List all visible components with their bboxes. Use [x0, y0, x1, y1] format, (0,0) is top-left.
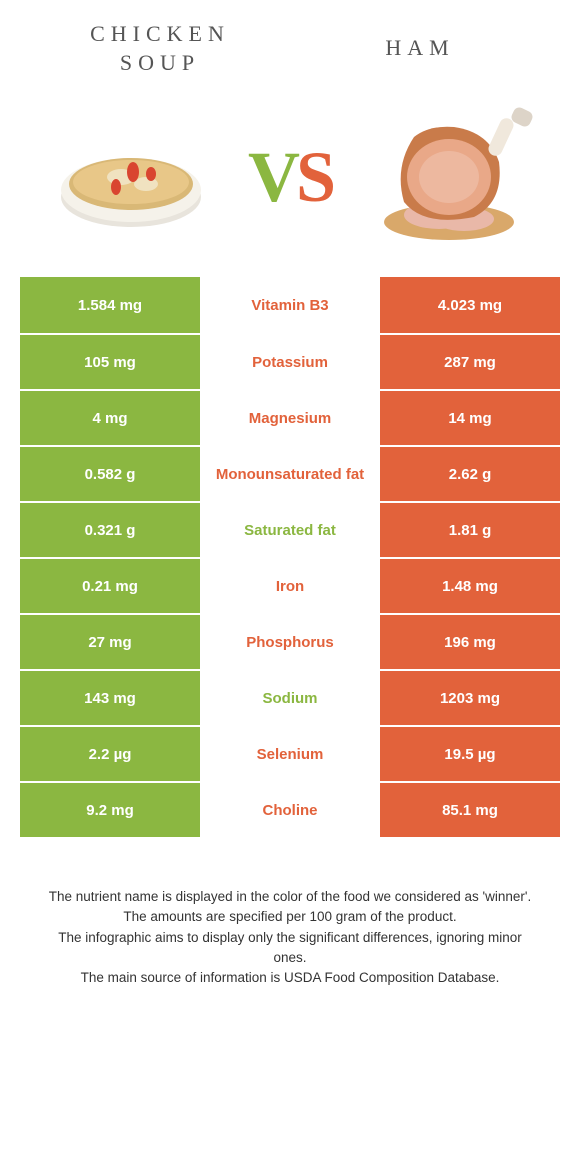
- right-value: 4.023 mg: [380, 277, 560, 333]
- comparison-table: 1.584 mgVitamin B34.023 mg105 mgPotassiu…: [20, 277, 560, 837]
- left-value: 0.21 mg: [20, 559, 200, 613]
- nutrient-label: Monounsaturated fat: [200, 447, 380, 501]
- right-food-title: HAM: [290, 20, 550, 63]
- footer-line: The infographic aims to display only the…: [40, 928, 540, 969]
- left-value: 4 mg: [20, 391, 200, 445]
- right-value: 1203 mg: [380, 671, 560, 725]
- nutrient-label: Sodium: [200, 671, 380, 725]
- table-row: 2.2 µgSelenium19.5 µg: [20, 725, 560, 781]
- nutrient-label: Selenium: [200, 727, 380, 781]
- footer-line: The amounts are specified per 100 gram o…: [40, 907, 540, 927]
- table-row: 1.584 mgVitamin B34.023 mg: [20, 277, 560, 333]
- vs-s: S: [296, 137, 332, 217]
- title-text: HAM: [385, 35, 454, 60]
- table-row: 27 mgPhosphorus196 mg: [20, 613, 560, 669]
- nutrient-label: Saturated fat: [200, 503, 380, 557]
- left-food-title: CHICKEN SOUP: [30, 20, 290, 77]
- right-value: 19.5 µg: [380, 727, 560, 781]
- title-text: SOUP: [120, 50, 200, 75]
- chicken-soup-image: [46, 107, 216, 247]
- table-row: 105 mgPotassium287 mg: [20, 333, 560, 389]
- right-value: 1.81 g: [380, 503, 560, 557]
- footer-notes: The nutrient name is displayed in the co…: [0, 837, 580, 988]
- left-value: 2.2 µg: [20, 727, 200, 781]
- images-row: VS: [0, 87, 580, 277]
- left-value: 9.2 mg: [20, 783, 200, 837]
- left-value: 0.582 g: [20, 447, 200, 501]
- left-value: 0.321 g: [20, 503, 200, 557]
- footer-line: The main source of information is USDA F…: [40, 968, 540, 988]
- nutrient-label: Phosphorus: [200, 615, 380, 669]
- left-value: 1.584 mg: [20, 277, 200, 333]
- title-text: CHICKEN: [90, 21, 230, 46]
- right-value: 1.48 mg: [380, 559, 560, 613]
- vs-v: V: [248, 137, 296, 217]
- right-value: 287 mg: [380, 335, 560, 389]
- vs-label: VS: [248, 136, 332, 219]
- right-value: 2.62 g: [380, 447, 560, 501]
- header: CHICKEN SOUP HAM: [0, 0, 580, 87]
- table-row: 0.321 gSaturated fat1.81 g: [20, 501, 560, 557]
- nutrient-label: Iron: [200, 559, 380, 613]
- table-row: 143 mgSodium1203 mg: [20, 669, 560, 725]
- nutrient-label: Choline: [200, 783, 380, 837]
- footer-line: The nutrient name is displayed in the co…: [40, 887, 540, 907]
- nutrient-label: Vitamin B3: [200, 277, 380, 333]
- left-value: 105 mg: [20, 335, 200, 389]
- nutrient-label: Magnesium: [200, 391, 380, 445]
- right-value: 85.1 mg: [380, 783, 560, 837]
- table-row: 0.582 gMonounsaturated fat2.62 g: [20, 445, 560, 501]
- right-value: 196 mg: [380, 615, 560, 669]
- table-row: 0.21 mgIron1.48 mg: [20, 557, 560, 613]
- table-row: 4 mgMagnesium14 mg: [20, 389, 560, 445]
- left-value: 27 mg: [20, 615, 200, 669]
- ham-image: [364, 107, 534, 247]
- left-value: 143 mg: [20, 671, 200, 725]
- right-value: 14 mg: [380, 391, 560, 445]
- nutrient-label: Potassium: [200, 335, 380, 389]
- table-row: 9.2 mgCholine85.1 mg: [20, 781, 560, 837]
